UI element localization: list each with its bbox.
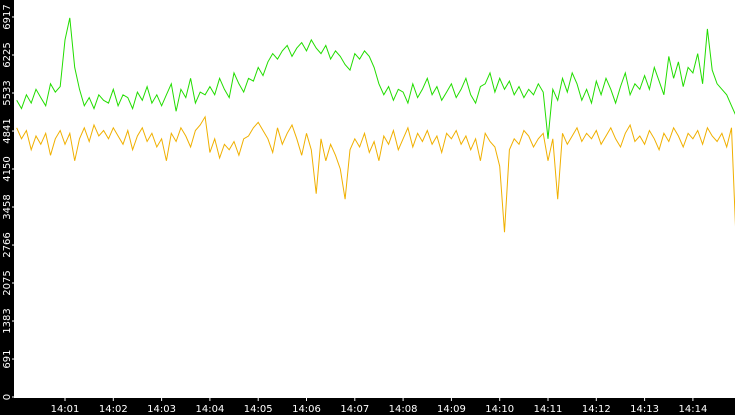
y-tick-label: 4841 xyxy=(2,118,13,143)
x-tick-label: 14:07 xyxy=(340,404,369,415)
y-tick-label: 2075 xyxy=(2,270,13,295)
y-tick-label: 6917 xyxy=(2,4,13,29)
line-series xyxy=(16,115,735,233)
y-tick-label: 691 xyxy=(2,349,13,368)
x-tick-label: 14:03 xyxy=(147,404,176,415)
x-tick-label: 14:12 xyxy=(582,404,611,415)
x-axis-bar xyxy=(0,398,735,415)
y-tick-label: 5533 xyxy=(2,80,13,105)
x-tick-label: 14:02 xyxy=(99,404,128,415)
x-tick-label: 14:01 xyxy=(51,404,80,415)
x-tick-label: 14:11 xyxy=(534,404,563,415)
y-axis-bar xyxy=(0,0,14,415)
x-tick-label: 14:05 xyxy=(244,404,273,415)
x-tick-label: 14:04 xyxy=(195,404,224,415)
y-tick-label: 6225 xyxy=(2,42,13,67)
y-tick-label: 3458 xyxy=(2,194,13,219)
x-tick-label: 14:09 xyxy=(437,404,466,415)
line-series xyxy=(16,17,735,139)
x-tick-label: 14:10 xyxy=(485,404,514,415)
y-tick-label: 1383 xyxy=(2,308,13,333)
x-tick-label: 14:14 xyxy=(678,404,707,415)
y-tick-label: 2766 xyxy=(2,232,13,257)
x-tick-label: 14:13 xyxy=(630,404,659,415)
x-tick-label: 14:06 xyxy=(292,404,321,415)
x-tick-label: 14:08 xyxy=(389,404,418,415)
y-tick-label: 4150 xyxy=(2,156,13,181)
y-tick-label: 0 xyxy=(2,394,13,400)
